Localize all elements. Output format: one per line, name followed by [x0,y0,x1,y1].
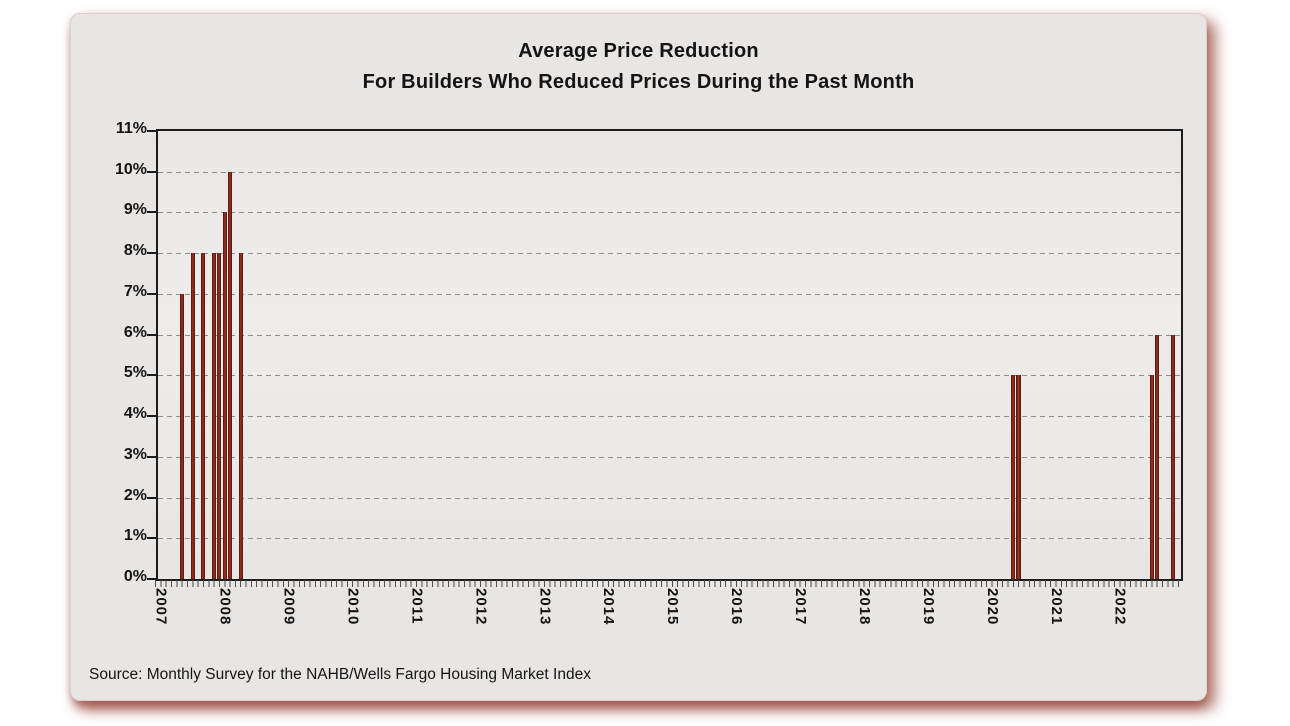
gridline-4pct [158,416,1181,418]
y-axis-label-10pct: 10% [114,160,147,178]
bar-2022-08 [1154,334,1160,579]
bar-2022-11 [1170,334,1176,579]
bar-2007-05 [179,293,185,579]
x-axis-label-2008: 2008 [216,588,234,626]
gridline-5pct [158,375,1181,377]
y-axis-label-8pct: 8% [123,242,147,260]
bar-2020-06 [1016,375,1021,579]
x-axis-label-2010: 2010 [344,588,362,626]
x-axis-label-2012: 2012 [472,588,490,626]
x-axis-label-2007: 2007 [152,588,170,626]
y-axis-label-5pct: 5% [123,364,147,382]
y-axis-label-3pct: 3% [123,445,147,463]
bar-2007-07 [190,253,195,579]
y-axis-tick [147,292,156,295]
gridline-2pct [158,497,1181,499]
y-axis-tick [147,415,156,418]
source-note: Source: Monthly Survey for the NAHB/Well… [89,666,591,683]
gridline-6pct [158,334,1181,336]
gridline-10pct [158,171,1181,173]
bar-2008-02 [227,171,232,579]
x-axis-label-2015: 2015 [664,588,682,626]
y-axis-label-7pct: 7% [123,282,147,300]
bar-2008-01 [222,212,227,579]
y-axis-tick [147,333,156,336]
y-axis-label-4pct: 4% [123,405,147,423]
gridline-9pct [158,212,1181,214]
y-axis-tick [147,496,156,499]
x-axis-label-2019: 2019 [919,588,937,626]
plot-area [147,129,1183,581]
bar-2007-09 [201,253,206,579]
chart-subtitle: For Builders Who Reduced Prices During t… [362,71,915,93]
y-axis-tick [147,211,156,214]
y-axis-tick [147,455,156,458]
bar-2022-07 [1149,375,1154,579]
gridline-8pct [158,253,1181,255]
gridline-3pct [158,456,1181,458]
y-axis-tick [147,170,156,173]
x-axis-label-2018: 2018 [855,588,873,626]
bar-2008-04 [238,253,243,579]
chart-title: Average Price Reduction [518,40,759,62]
x-axis-label-2009: 2009 [280,588,298,626]
y-axis-label-11pct: 11% [115,120,147,137]
y-axis-tick [147,537,156,540]
y-axis-label-1pct: 1% [123,527,147,545]
y-axis-tick [147,374,156,377]
y-axis-label-0pct: 0% [123,568,147,585]
x-axis-label-2017: 2017 [792,588,810,626]
x-axis-label-2022: 2022 [1111,588,1129,626]
gridline-7pct [158,293,1181,295]
x-axis-label-2011: 2011 [408,588,426,625]
y-axis-tick [147,130,156,132]
x-axis-label-2016: 2016 [728,588,746,626]
chart-title-block: Average Price Reduction For Builders Who… [71,36,1206,98]
bar-2007-11 [211,253,216,579]
bar-2007-12 [217,253,222,579]
y-axis-label-2pct: 2% [123,486,147,504]
y-axis-tick [147,252,156,255]
bar-2020-05 [1011,375,1016,579]
chart-panel: Average Price Reduction For Builders Who… [70,13,1207,701]
y-axis-label-6pct: 6% [123,323,147,341]
x-axis-label-2013: 2013 [536,588,554,626]
x-axis-label-2014: 2014 [600,588,618,626]
x-axis-label-2020: 2020 [983,588,1001,626]
y-axis-label-9pct: 9% [123,201,147,219]
x-axis-tick-comb [155,580,1182,587]
x-axis-label-2021: 2021 [1047,588,1065,626]
y-axis-tick [147,578,156,580]
gridline-1pct [158,538,1181,540]
